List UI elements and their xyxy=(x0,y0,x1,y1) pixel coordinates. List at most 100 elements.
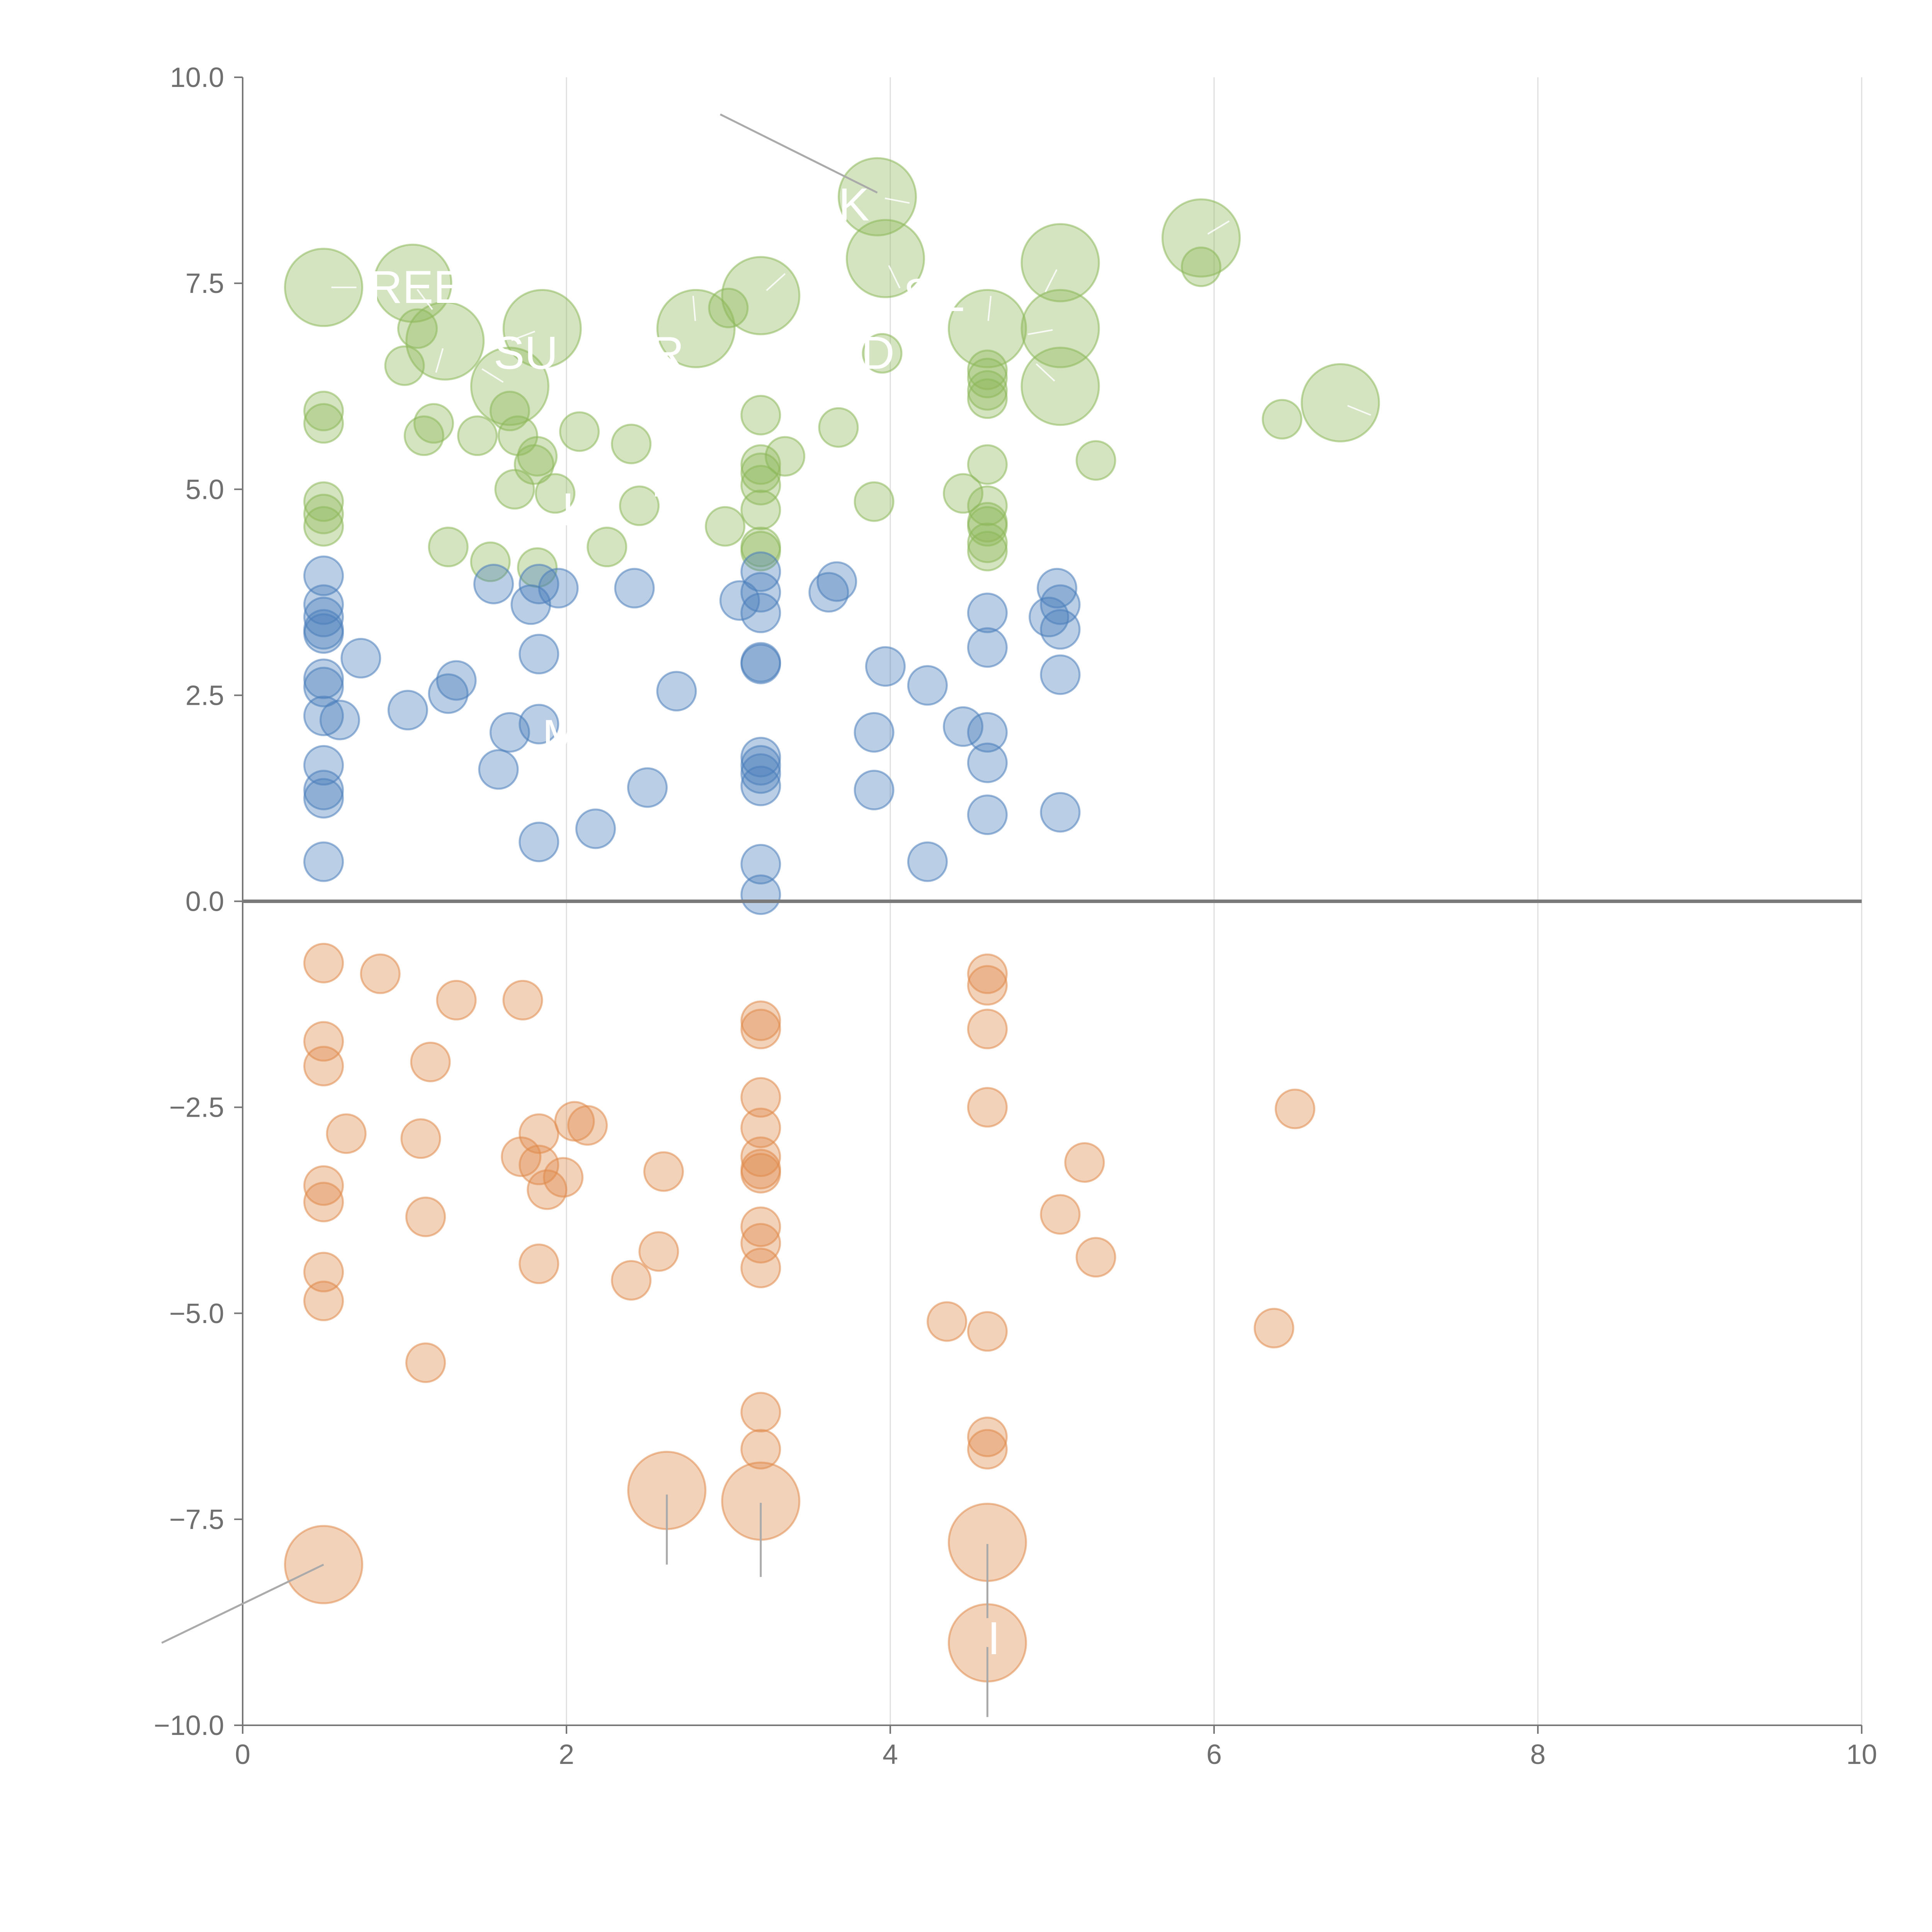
bubble-blue xyxy=(1040,792,1081,833)
bubble-blue xyxy=(519,704,560,745)
annotation-label: D xyxy=(861,327,895,379)
callout-inner-line xyxy=(1044,269,1058,293)
bubble-blue xyxy=(943,706,984,747)
y-tick-label: 7.5 xyxy=(185,268,224,299)
bubble-green xyxy=(303,391,344,432)
bubble-green xyxy=(1020,347,1100,426)
bubble-orange xyxy=(405,1196,446,1237)
bubble-orange xyxy=(519,1145,560,1185)
bubble-blue xyxy=(740,745,781,786)
bubble-blue xyxy=(740,592,781,633)
bubble-blue xyxy=(538,568,579,609)
bubble-green xyxy=(535,473,576,514)
bubble-blue xyxy=(303,584,344,625)
bubble-green xyxy=(740,490,781,531)
y-tick-label: −10.0 xyxy=(154,1710,224,1741)
bubble-green xyxy=(403,415,444,456)
x-tick-label: 0 xyxy=(235,1739,250,1770)
bubble-green xyxy=(765,436,806,477)
x-tick-label: 4 xyxy=(883,1739,898,1770)
annotation-label: SU xyxy=(493,327,558,379)
bubble-green xyxy=(373,243,452,323)
bubble-green xyxy=(611,423,652,464)
y-tick-label: 10.0 xyxy=(170,62,224,93)
callout-line xyxy=(719,113,878,194)
annotation-label: I xyxy=(987,1612,1000,1664)
y-tick-label: 0.0 xyxy=(185,886,224,917)
bubble-blue xyxy=(387,690,428,731)
bubble-orange xyxy=(638,1231,679,1272)
bubble-orange xyxy=(740,1000,781,1041)
bubble-green xyxy=(740,531,781,571)
bubble-orange xyxy=(502,980,543,1020)
bubble-green xyxy=(862,333,903,374)
x-tick-label: 6 xyxy=(1206,1739,1222,1770)
bubble-blue xyxy=(967,742,1008,783)
bubble-blue xyxy=(854,770,895,811)
bubble-orange xyxy=(967,953,1008,994)
bubble-orange xyxy=(303,1165,344,1206)
bubble-blue xyxy=(1040,654,1081,695)
bubble-green xyxy=(428,527,469,568)
bubble-green xyxy=(967,349,1008,390)
bubble-blue xyxy=(719,580,760,621)
bubble-green xyxy=(457,415,498,456)
bubble-orange xyxy=(436,980,477,1020)
bubble-orange xyxy=(519,1243,560,1284)
bubble-blue xyxy=(907,665,948,706)
bubble-blue xyxy=(1040,609,1081,650)
bubble-green xyxy=(489,391,530,432)
annotation-labels: REE SU R D K SE I I M I xyxy=(369,179,1000,1665)
bubble-green xyxy=(1020,223,1100,303)
bubble-blue xyxy=(303,555,344,596)
bubble-blue xyxy=(740,844,781,885)
bubble-blue xyxy=(303,597,344,638)
bubble-orange xyxy=(740,1107,781,1148)
callout-inner-line xyxy=(1027,329,1053,335)
annotation-label: SE xyxy=(903,269,965,321)
bubble-orange xyxy=(1040,1194,1081,1235)
bubble-orange xyxy=(967,1417,1008,1458)
bubble-orange xyxy=(543,1157,584,1198)
bubble-green xyxy=(967,506,1008,547)
bubble-green xyxy=(405,301,485,381)
bubble-blue xyxy=(967,592,1008,633)
bubble-blue xyxy=(808,572,849,613)
bubble-blue xyxy=(575,808,616,849)
bubble-orange xyxy=(967,1429,1008,1470)
callout-inner-line xyxy=(987,296,992,321)
bubble-orange xyxy=(967,1009,1008,1049)
bubble-blue xyxy=(656,671,697,712)
y-tick-label: −5.0 xyxy=(169,1298,224,1329)
bubble-blue xyxy=(740,643,781,684)
bubble-green xyxy=(284,248,363,327)
callout-inner-line xyxy=(692,296,696,321)
bubble-orange xyxy=(303,1281,344,1321)
bubble-blue xyxy=(614,568,655,609)
bubble-green xyxy=(587,527,628,568)
bubble-green xyxy=(967,531,1008,571)
bubble-blue xyxy=(740,753,781,794)
bubble-orange xyxy=(405,1342,446,1383)
bubble-blue xyxy=(816,561,857,602)
callout-inner-line xyxy=(1347,405,1371,416)
bubble-green xyxy=(837,157,917,236)
bubble-blue xyxy=(303,841,344,882)
annotation-label: I xyxy=(561,484,574,536)
bubble-green xyxy=(967,522,1008,563)
bubble-green xyxy=(559,411,600,452)
bubble-orange xyxy=(303,1252,344,1293)
bubble-green xyxy=(967,485,1008,526)
bubble-green xyxy=(303,481,344,522)
annotation-label: M xyxy=(542,710,581,762)
bubble-orange xyxy=(927,1301,968,1342)
bubble-orange xyxy=(410,1041,451,1082)
callout-inner-line xyxy=(417,289,433,310)
callout-inner-line xyxy=(884,197,910,204)
bubble-green xyxy=(1180,246,1221,287)
bubble-blue xyxy=(303,770,344,811)
bubble-blue xyxy=(428,673,469,714)
bubble-green xyxy=(502,289,582,368)
bubble-orange xyxy=(1275,1088,1315,1129)
